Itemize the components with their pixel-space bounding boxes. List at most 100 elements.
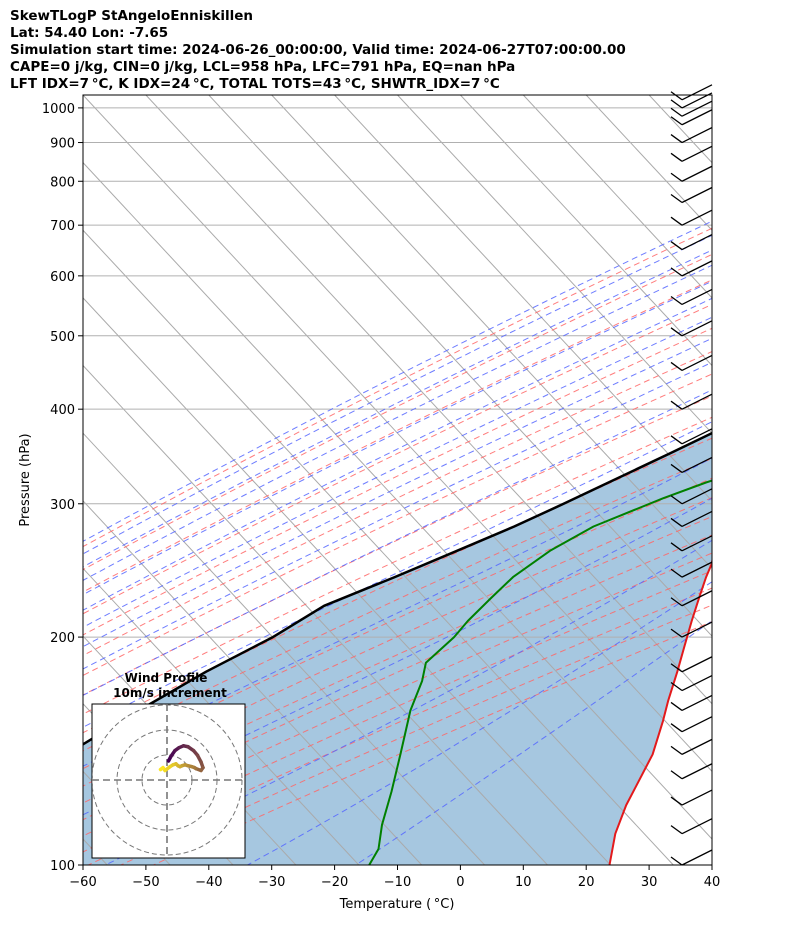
y-tick-label: 1000 bbox=[42, 102, 75, 117]
wind-barb-flag bbox=[670, 745, 683, 755]
moist-adiabat-layer bbox=[83, 220, 712, 865]
x-tick-label: −10 bbox=[384, 875, 411, 890]
wind-barb-staff bbox=[681, 694, 713, 712]
inset-subtitle: 10m/s increment bbox=[113, 686, 227, 700]
title-station: SkewTLogP StAngeloEnniskillen bbox=[10, 8, 253, 24]
wind-barb-staff bbox=[681, 428, 713, 445]
isotherm-line bbox=[208, 95, 712, 637]
x-tick-label: 40 bbox=[704, 875, 721, 890]
isotherm-line bbox=[83, 161, 712, 840]
isotherm-line bbox=[83, 432, 485, 865]
temperature-profile-line bbox=[608, 557, 712, 865]
isotherm-line bbox=[83, 364, 548, 865]
parcel-path-line bbox=[83, 431, 712, 746]
wind-barbs bbox=[670, 84, 713, 866]
dry-adiabat-line bbox=[83, 477, 712, 770]
isotherm-line bbox=[334, 95, 712, 502]
wind-barb-flag bbox=[670, 172, 683, 182]
moist-adiabat-line bbox=[83, 389, 712, 696]
wind-barb-staff bbox=[681, 260, 713, 277]
inset-frame bbox=[91, 703, 246, 859]
y-tick-label: 100 bbox=[50, 859, 75, 874]
y-tick-label: 200 bbox=[50, 631, 75, 646]
hodograph-trace bbox=[158, 744, 205, 773]
wind-barb-flag bbox=[670, 400, 683, 410]
wind-barb-staff bbox=[681, 789, 713, 806]
dry-adiabat-line bbox=[83, 253, 712, 571]
wind-barb-staff bbox=[681, 763, 713, 780]
wind-barb-staff bbox=[681, 165, 713, 182]
moist-adiabat-line bbox=[83, 421, 712, 728]
wind-barb-staff bbox=[681, 145, 713, 162]
wind-barb-flag bbox=[670, 295, 683, 305]
wind-barb-staff bbox=[681, 510, 713, 528]
profile-series-layer bbox=[83, 431, 712, 865]
wind-barb-staff bbox=[681, 818, 713, 835]
wind-barb-flag bbox=[670, 856, 683, 866]
inset-title: Wind Profile bbox=[125, 671, 208, 685]
wind-barb-staff bbox=[681, 674, 713, 692]
pressure-gridlines bbox=[83, 107, 712, 865]
moist-adiabat-line bbox=[105, 539, 712, 865]
dry-adiabat-line bbox=[83, 395, 712, 696]
x-axis-label: Temperature ( °C) bbox=[339, 897, 455, 912]
isotherm-line bbox=[775, 95, 794, 865]
wind-barb-staff bbox=[681, 535, 713, 552]
wind-barb-staff bbox=[681, 590, 713, 607]
x-tick-label: −30 bbox=[258, 875, 285, 890]
dry-adiabat-line bbox=[83, 416, 712, 715]
wind-barb-flag bbox=[670, 327, 683, 337]
dry-adiabat-line bbox=[83, 457, 712, 752]
wind-barb-staff bbox=[681, 209, 713, 226]
wind-barb-staff bbox=[681, 126, 713, 144]
chart-header: SkewTLogP StAngeloEnniskillen Lat: 54.40… bbox=[10, 8, 626, 93]
dry-adiabat-line bbox=[83, 327, 712, 636]
dry-adiabat-line bbox=[83, 373, 712, 677]
y-tick-label: 300 bbox=[50, 498, 75, 513]
isotherm-line bbox=[271, 95, 712, 570]
wind-barb-staff bbox=[681, 656, 713, 673]
wind-barb-flag bbox=[670, 134, 683, 144]
wind-barb-staff bbox=[681, 488, 713, 505]
x-tick-label: 30 bbox=[641, 875, 658, 890]
wind-barb-staff bbox=[681, 354, 713, 372]
isotherm-line bbox=[397, 95, 712, 434]
wind-barb-flag bbox=[670, 495, 683, 505]
y-tick-label: 600 bbox=[50, 270, 75, 285]
wind-barb-staff bbox=[681, 393, 713, 410]
x-axis-ticks: −60 −50 −40 −30 −20 −10 0 10 20 30 40 bbox=[69, 865, 720, 890]
y-tick-label: 500 bbox=[50, 330, 75, 345]
wind-barb-flag bbox=[670, 267, 683, 277]
time-line: Simulation start time: 2024-06-26_00:00:… bbox=[10, 42, 626, 58]
dewpoint-profile-line bbox=[368, 479, 712, 865]
dry-adiabat-line bbox=[83, 303, 712, 615]
wind-barb-flag bbox=[670, 435, 683, 445]
wind-barb-staff bbox=[681, 738, 713, 755]
wind-barb-flag bbox=[670, 796, 683, 806]
wind-barb-flag bbox=[670, 701, 683, 711]
y-axis-label: Pressure (hPa) bbox=[18, 433, 33, 526]
wind-barb-flag bbox=[670, 568, 683, 578]
dry-adiabat-line bbox=[83, 350, 712, 657]
x-tick-label: −50 bbox=[132, 875, 159, 890]
wind-barb-flag bbox=[670, 463, 683, 473]
wind-barb-flag bbox=[670, 116, 683, 126]
wind-barb-flag bbox=[670, 193, 683, 204]
isotherm-line bbox=[83, 229, 674, 865]
x-tick-label: −20 bbox=[321, 875, 348, 890]
moist-adiabat-line bbox=[83, 280, 712, 596]
wind-barb-staff bbox=[681, 320, 713, 337]
dry-adiabat-line bbox=[83, 279, 712, 593]
wind-barb-flag bbox=[670, 107, 683, 117]
y-tick-label: 800 bbox=[50, 175, 75, 190]
wind-barb-staff bbox=[681, 84, 713, 101]
dry-adiabat-layer bbox=[83, 227, 712, 865]
wind-barb-flag bbox=[670, 241, 683, 251]
indices-line-1: CAPE=0 j/kg, CIN=0 j/kg, LCL=958 hPa, LF… bbox=[10, 59, 516, 75]
wind-barb-flag bbox=[670, 99, 683, 109]
wind-barb-flag bbox=[670, 91, 683, 101]
location-line: Lat: 54.40 Lon: -7.65 bbox=[10, 25, 169, 41]
y-tick-label: 400 bbox=[50, 403, 75, 418]
wind-barb-flag bbox=[670, 682, 683, 692]
